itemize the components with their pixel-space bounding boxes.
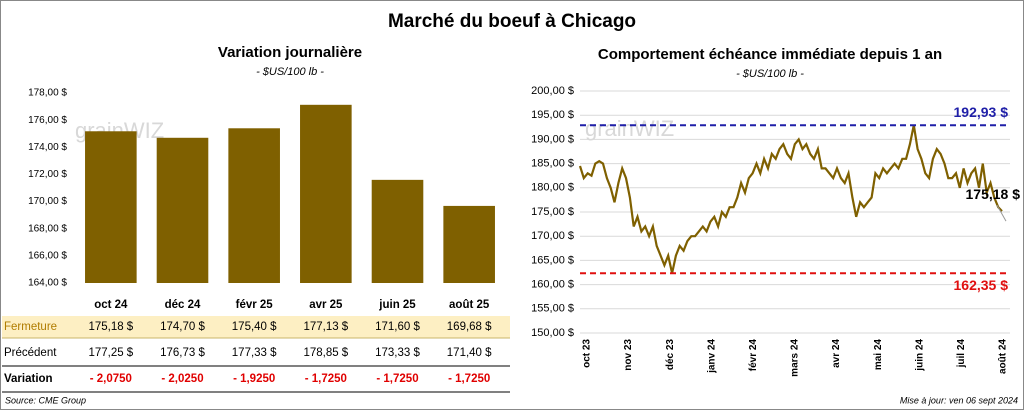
table-cell: - 2,0250 [161,373,203,385]
y-tick-label: 165,00 $ [531,254,574,266]
table-cell: - 1,7250 [448,373,490,385]
reference-label: 192,93 $ [954,104,1009,120]
bar [156,137,209,283]
table-cell: 177,25 $ [88,347,133,359]
row-label: Précédent [4,347,57,359]
reference-label: 162,35 $ [954,277,1009,293]
x-tick-label: oct 24 [94,299,128,311]
y-tick-label: 164,00 $ [28,278,67,289]
table-cell: 176,73 $ [160,347,205,359]
bar [85,131,137,283]
y-tick-label: 178,00 $ [28,88,67,99]
y-tick-label: 166,00 $ [28,250,67,261]
x-tick-label: août 24 [998,339,1009,374]
x-tick-label: juin 24 [914,339,925,372]
x-tick-label: mai 24 [873,339,884,371]
table-cell: 169,68 $ [447,321,492,333]
x-tick-label: juin 25 [378,299,416,311]
y-tick-label: 190,00 $ [531,133,574,145]
y-tick-label: 160,00 $ [531,279,574,291]
y-tick-label: 200,00 $ [531,85,574,97]
y-tick-label: 155,00 $ [531,303,574,315]
table-cell: - 1,9250 [233,373,275,385]
chart-title: Comportement échéance immédiate depuis 1… [598,46,942,63]
x-tick-label: avr 24 [831,339,842,368]
y-tick-label: 174,00 $ [28,142,67,153]
y-tick-label: 180,00 $ [531,182,574,194]
watermark: grainWIZ [585,116,674,141]
y-tick-label: 150,00 $ [531,327,574,339]
x-tick-label: mars 24 [790,339,801,377]
chart-title: Variation journalière [218,44,362,61]
x-tick-label: févr 24 [748,339,759,372]
row-label: Variation [4,373,53,385]
bar [443,205,495,283]
main-title: Marché du boeuf à Chicago [388,11,636,32]
table-cell: 177,33 $ [232,347,277,359]
table-cell: 175,18 $ [88,321,133,333]
y-tick-label: 175,00 $ [531,206,574,218]
table-cell: 175,40 $ [232,321,277,333]
table-cell: 171,40 $ [447,347,492,359]
y-tick-label: 172,00 $ [28,169,67,180]
table-cell: - 1,7250 [376,373,418,385]
x-tick-label: déc 23 [665,339,676,371]
x-tick-label: juil 24 [956,339,967,369]
last-value-leader [996,204,1007,222]
table-cell: 173,33 $ [375,347,420,359]
table-cell: 178,85 $ [303,347,348,359]
table-cell: - 1,7250 [305,373,347,385]
bar [371,179,424,283]
source: Source: CME Group [5,395,86,405]
y-tick-label: 195,00 $ [531,109,574,121]
update-date: Mise à jour: ven 06 sept 2024 [900,395,1018,405]
price-line [578,124,1003,274]
y-tick-label: 176,00 $ [28,115,67,126]
x-tick-label: nov 23 [623,339,634,371]
x-tick-label: févr 25 [236,299,274,311]
x-tick-label: janv 24 [706,339,717,374]
bar [228,128,280,283]
table-cell: 171,60 $ [375,321,420,333]
bar [300,104,352,283]
chart-subtitle: - $US/100 lb - [256,66,324,78]
highlight-row [2,316,510,338]
table-cell: 174,70 $ [160,321,205,333]
last-value-label: 175,18 $ [966,186,1021,202]
x-tick-label: août 25 [449,299,490,311]
table-cell: 177,13 $ [303,321,348,333]
x-tick-label: avr 25 [309,299,343,311]
table-cell: - 2,0750 [90,373,132,385]
y-tick-label: 168,00 $ [28,223,67,234]
y-tick-label: 170,00 $ [531,230,574,242]
x-tick-label: déc 24 [165,299,201,311]
x-tick-label: oct 23 [582,339,593,368]
y-tick-label: 170,00 $ [28,196,67,207]
y-tick-label: 185,00 $ [531,158,574,170]
chart-subtitle: - $US/100 lb - [736,68,804,80]
row-label: Fermeture [4,321,57,333]
